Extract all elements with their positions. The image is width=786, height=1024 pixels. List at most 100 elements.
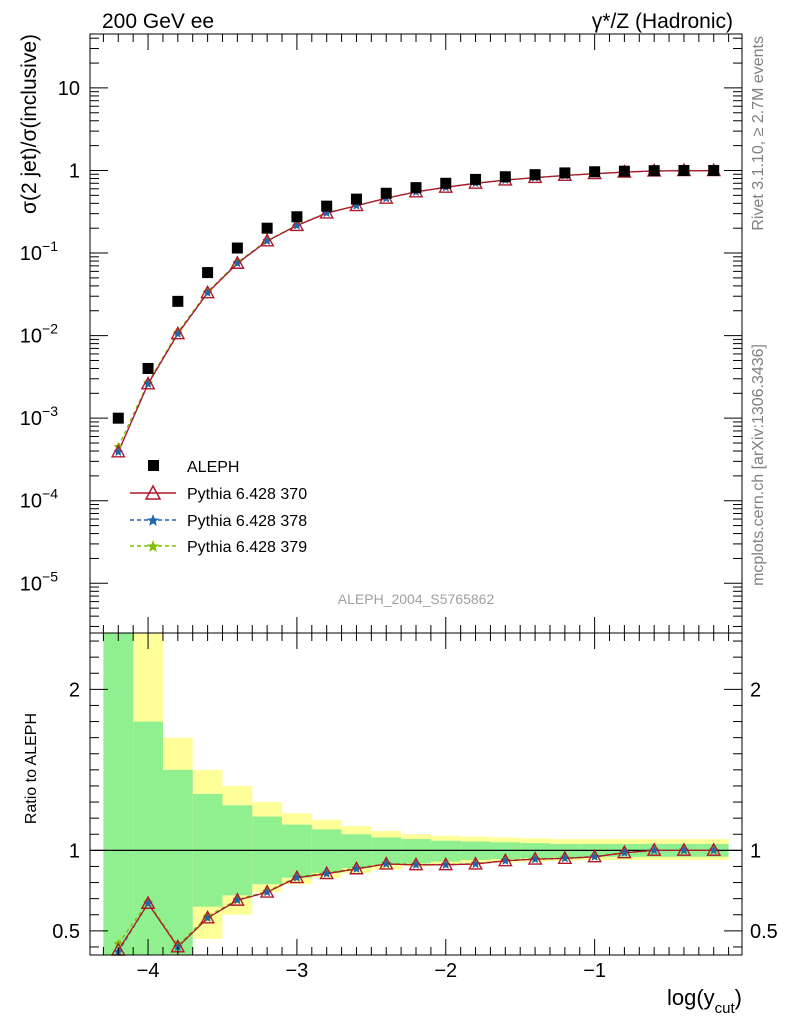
ratio-point-star (351, 863, 362, 873)
main-point-star (351, 200, 362, 210)
data-point (559, 167, 571, 179)
header-left: 200 GeV ee (102, 10, 214, 33)
data-point (142, 362, 154, 374)
legend-label-378: Pythia 6.428 378 (187, 513, 307, 530)
data-point (618, 165, 630, 177)
main-point-star (321, 208, 332, 218)
ratio-y-tick-label: 2 (69, 679, 80, 701)
data-point (708, 164, 720, 176)
ratio-point-star (500, 855, 511, 865)
main-point-star (113, 446, 123, 456)
main-point-triangle (170, 325, 186, 340)
ratio-point-triangle (140, 895, 156, 910)
ratio-point-star (173, 942, 183, 951)
main-point-triangle (230, 255, 245, 269)
y-tick-label-exponent: −2 (42, 321, 58, 337)
y-tick-label: 10−4 (20, 486, 58, 513)
data-point (678, 164, 690, 176)
watermark: ALEPH_2004_S5765862 (338, 591, 495, 607)
x-tick-label: −4 (137, 960, 160, 982)
ratio-y-ticks (90, 640, 742, 948)
y-tick-label-base: 10 (20, 243, 42, 265)
ratio-point-star (709, 845, 719, 855)
ratio-point-star (589, 851, 600, 861)
ratio-y-tick-label-right: 2 (750, 679, 761, 701)
ratio-point-triangle (468, 856, 483, 870)
ratio-point-triangle (259, 884, 275, 898)
ratio-y-axis-label: Ratio to ALEPH (23, 713, 40, 824)
stat-band-bin (311, 829, 342, 873)
x-tick-label: −3 (286, 960, 309, 982)
main-point-triangle (319, 205, 335, 219)
ratio-y-tick-label-right: 1 (750, 840, 761, 862)
main-point-star (232, 258, 243, 268)
ratio-point-triangle (378, 856, 394, 870)
ratio-point-triangle (646, 842, 662, 856)
ratio-point-star (679, 845, 689, 855)
ratio-point-triangle (408, 856, 424, 871)
data-point (440, 177, 452, 189)
ratio-point-triangle (617, 844, 632, 859)
ratio-point-triangle (706, 842, 722, 856)
y-tick-label-base: 10 (20, 491, 42, 513)
y-tick-label-exponent: −1 (42, 238, 58, 254)
y-tick-label: 10−1 (20, 238, 58, 265)
data-point (321, 200, 333, 212)
y-tick-label-base: 10 (20, 326, 42, 348)
ratio-point-triangle (497, 852, 513, 867)
mcplots-label: mcplots.cern.ch [arXiv:1306.3436] (750, 344, 767, 586)
ratio-point-star (470, 859, 481, 869)
ratio-point-star (262, 887, 272, 897)
data-point (499, 171, 511, 183)
y-tick-label-base: 10 (20, 573, 42, 595)
legend-marker-370 (144, 484, 162, 500)
y-tick-label: 10−5 (20, 568, 58, 595)
ratio-point-triangle (200, 910, 215, 924)
main-point-star (202, 287, 213, 297)
legend-label-370: Pythia 6.428 370 (187, 486, 307, 503)
ratio-point-star (649, 845, 659, 855)
x-tick-label: −2 (434, 960, 457, 982)
ratio-bands (103, 633, 729, 955)
main-point-triangle (289, 217, 305, 232)
ratio-point-triangle (587, 848, 602, 863)
stat-band-bin (162, 769, 193, 955)
y-tick-label: 1 (69, 160, 80, 182)
legend-marker-378 (146, 514, 160, 526)
ratio-point-star (441, 859, 451, 869)
ratio-point-star (143, 898, 153, 908)
main-point-star (143, 378, 153, 388)
y-tick-label-exponent: −4 (42, 486, 58, 502)
y-tick-label: 10 (58, 78, 80, 100)
main-y-axis-label: σ(2 jet)/σ(inclusive) (18, 34, 41, 214)
ratio-point-star (292, 872, 302, 882)
data-point (470, 173, 482, 185)
x-tick-label: −1 (583, 960, 606, 982)
legend-marker-379 (146, 540, 160, 552)
ratio-y-tick-label: 1 (69, 840, 80, 862)
ratio-y-tick-label-right: 0.5 (750, 921, 778, 943)
x-axis-label: log(ycut) (667, 985, 742, 1017)
data-point (261, 222, 273, 234)
data-point (291, 211, 303, 223)
legend-label-379: Pythia 6.428 379 (187, 539, 307, 556)
y-tick-label-exponent: −3 (42, 403, 58, 419)
main-point-triangle (110, 443, 126, 458)
legend-marker-aleph (148, 460, 159, 471)
ratio-panel: Ratio to ALEPH log(ycut) −4 −3 −2 −1 0.5 0.5 1… (23, 632, 778, 1017)
data-point (648, 165, 660, 177)
main-point-triangle (259, 233, 275, 247)
main-y-ticks (90, 37, 742, 627)
y-tick-label: 10−3 (20, 403, 58, 430)
ratio-point-triangle (230, 892, 245, 906)
data-point (380, 187, 392, 199)
ratio-point-star (530, 854, 540, 864)
header-right: γ*/Z (Hadronic) (592, 10, 733, 33)
stat-band-bin (133, 721, 163, 955)
ratio-y-tick-label: 0.5 (52, 921, 80, 943)
ratio-point-star (232, 895, 243, 905)
x-ticks (102, 34, 730, 955)
data-point (410, 182, 422, 194)
legend-label-aleph: ALEPH (187, 459, 239, 476)
